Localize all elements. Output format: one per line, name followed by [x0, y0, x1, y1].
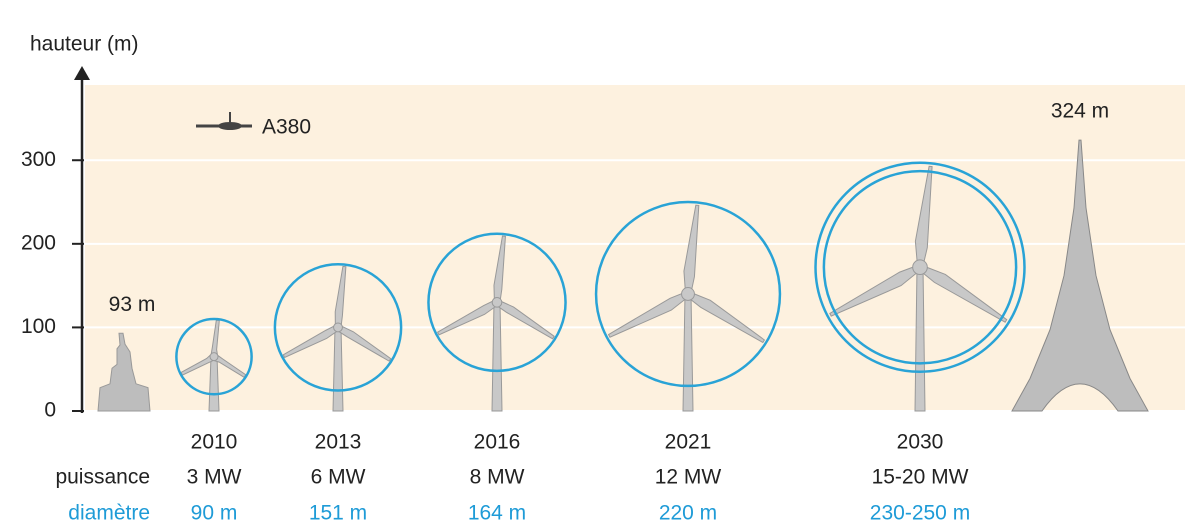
aircraft-label: A380 [262, 116, 311, 139]
landmark-label: 324 m [1051, 100, 1109, 123]
hub [492, 298, 502, 308]
tower [915, 267, 925, 411]
year-label: 2021 [665, 431, 712, 454]
y-tick-label: 100 [21, 315, 56, 338]
hub [682, 288, 695, 301]
diameter-label: 230-250 m [870, 502, 970, 524]
diameter-label: 220 m [659, 502, 717, 524]
hub [210, 353, 218, 361]
year-label: 2013 [315, 431, 362, 454]
landmark-label: 93 m [109, 293, 156, 316]
power-label: 3 MW [187, 466, 242, 489]
y-axis-title: hauteur (m) [30, 33, 139, 56]
power-label: 12 MW [655, 466, 722, 489]
year-label: 2010 [191, 431, 238, 454]
diameter-label: 151 m [309, 502, 367, 524]
tower [333, 327, 343, 411]
power-label: 15-20 MW [872, 466, 969, 489]
power-label: 6 MW [311, 466, 366, 489]
year-label: 2030 [897, 431, 944, 454]
year-label: 2016 [474, 431, 521, 454]
hub [913, 260, 928, 275]
diameter-label: 164 m [468, 502, 526, 524]
hub [334, 323, 343, 332]
row-label: diamètre [68, 502, 150, 524]
row-label: puissance [55, 466, 150, 489]
y-tick-label: 300 [21, 148, 56, 171]
tower [683, 294, 693, 411]
y-tick-label: 0 [44, 399, 56, 422]
tower [492, 302, 502, 411]
axis-arrow [74, 66, 90, 80]
power-label: 8 MW [470, 466, 525, 489]
y-tick-label: 200 [21, 231, 56, 254]
diameter-label: 90 m [191, 502, 238, 524]
tower [209, 357, 219, 411]
chart: hauteur (m) A380 puissance diamètre 0 100… [0, 0, 1203, 524]
